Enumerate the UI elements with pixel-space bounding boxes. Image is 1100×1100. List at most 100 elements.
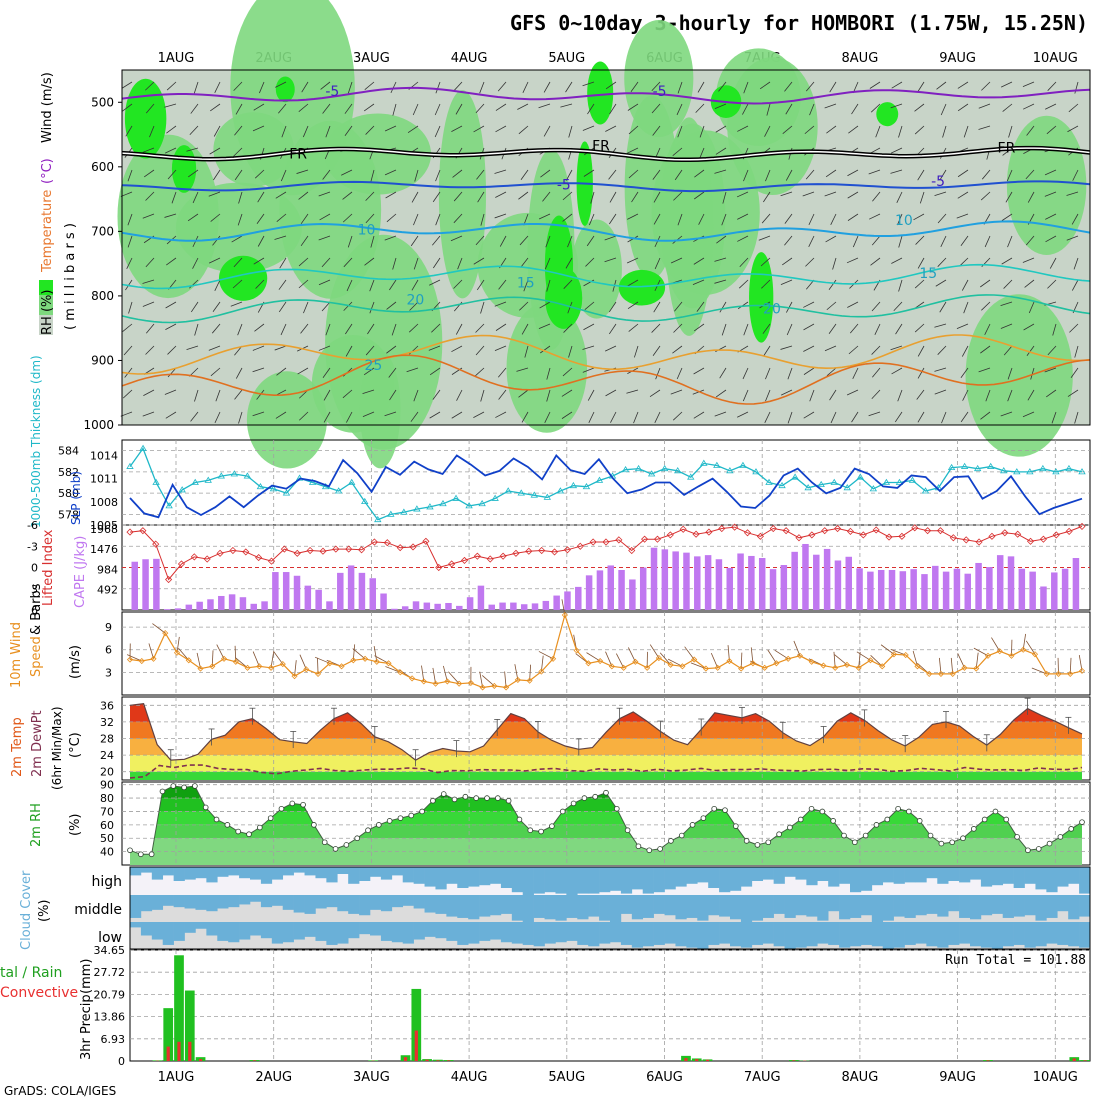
wind-barb — [347, 235, 353, 248]
wind10-barb — [561, 599, 566, 616]
wind-barb — [743, 169, 749, 182]
wind-barb — [608, 301, 617, 313]
rh2m-marker — [754, 842, 761, 848]
lifted-marker — [769, 524, 777, 533]
cloud-block — [708, 867, 720, 888]
wind-barb — [519, 301, 529, 311]
wind-barb — [563, 323, 573, 333]
wind-barb — [828, 279, 837, 290]
wind-barb — [213, 169, 221, 181]
wind-barb — [605, 81, 617, 90]
cloud-block — [195, 867, 207, 879]
lifted-marker — [1039, 535, 1047, 543]
wind-barb — [852, 235, 859, 248]
wind-barb — [190, 103, 199, 114]
cloud-block — [195, 922, 207, 929]
wind-barb — [276, 213, 287, 222]
wind-barb — [978, 367, 991, 373]
temp2m-tick-label: 32 — [100, 716, 114, 729]
lifted-marker — [718, 524, 726, 533]
rh-moist-area — [506, 302, 588, 433]
slp-axis-label: SLP (mb) — [69, 471, 83, 525]
precip-convective-bar — [684, 1058, 688, 1061]
lifted-marker — [589, 538, 597, 546]
cloud-block — [762, 867, 774, 880]
cloud-block — [140, 867, 153, 873]
cape-bar — [391, 608, 398, 610]
cloud-block — [620, 867, 633, 894]
wind-barb — [300, 323, 309, 334]
wind10-barb — [432, 667, 436, 684]
precip-convective-bar — [986, 1060, 990, 1061]
lifted-marker — [653, 535, 662, 543]
thickness-axis-label: 1000-500mb Thickness (dm) — [29, 355, 43, 528]
cape-bar — [163, 609, 171, 610]
cloud-block — [686, 867, 698, 884]
wind-barb — [803, 301, 815, 308]
cloud-block — [217, 895, 229, 909]
wind-barb — [363, 103, 375, 112]
cape-bar — [456, 605, 463, 610]
wind-barb — [633, 345, 639, 358]
wind10-marker — [173, 649, 181, 656]
wind-barb — [869, 213, 881, 220]
cloud-block — [915, 922, 927, 944]
wind-barb — [962, 389, 969, 401]
wind-barb — [520, 257, 529, 268]
wind-barb — [715, 125, 727, 133]
cape-bar — [553, 595, 560, 610]
wind10-barb — [684, 646, 695, 660]
cloud-block — [479, 867, 491, 886]
temperature-contour — [121, 334, 1091, 375]
cloud-block — [1002, 922, 1014, 947]
wind10-marker — [961, 664, 968, 671]
wind-barb — [1069, 323, 1079, 333]
cloud-panel: high middle low Cloud Cover (%) — [19, 866, 1091, 950]
cloud-block — [173, 895, 185, 908]
precip-convective-bar — [188, 1041, 192, 1061]
thickness-marker — [1078, 468, 1086, 475]
cloud-block — [991, 922, 1004, 949]
wind-barb — [871, 345, 881, 355]
wind-barb — [848, 345, 859, 355]
wind10-tick-label: 9 — [105, 621, 112, 634]
wind-barb — [365, 125, 375, 135]
thickness-marker — [634, 464, 643, 472]
thickness-marker — [921, 487, 930, 494]
thickness-marker — [739, 461, 747, 468]
cloud-block — [500, 867, 513, 888]
rh2m-marker — [127, 847, 133, 854]
cloud-block — [555, 895, 567, 921]
wind-barb — [209, 147, 221, 155]
rh2m-tick-label: 60 — [100, 819, 114, 832]
cloud-block — [337, 867, 349, 874]
wind-barb — [1023, 103, 1035, 110]
precip-convective-bar — [414, 1030, 418, 1061]
wind10-tick-label: 6 — [105, 644, 112, 657]
precip-label-d: (mm) — [79, 959, 94, 994]
cape-bar — [272, 572, 279, 610]
wind-barb — [780, 279, 793, 285]
wind-barb — [809, 389, 815, 402]
wind-barb — [692, 279, 705, 285]
cape-bar — [694, 556, 701, 610]
wind-barb — [562, 367, 573, 377]
wind-barb — [321, 257, 331, 268]
wind-barb — [413, 389, 419, 402]
thickness-tick-label: 582 — [58, 466, 79, 479]
wind10-marker — [855, 664, 862, 671]
wind-barb — [429, 279, 441, 286]
lifted-marker — [872, 526, 880, 534]
bottom-date-label: 6AUG — [646, 1070, 683, 1085]
bottom-date-label: 10AUG — [1033, 1070, 1078, 1085]
cloud-block — [239, 922, 251, 940]
rh-moist-area — [438, 90, 487, 299]
wind-barb — [254, 169, 265, 179]
cloud-block — [544, 867, 556, 893]
wind-barb — [802, 191, 815, 197]
wind10-marker — [867, 657, 874, 664]
wind-barb — [325, 125, 331, 138]
wind-barb — [252, 125, 265, 132]
wind-barb — [1074, 411, 1079, 424]
cloud-block — [860, 922, 873, 945]
